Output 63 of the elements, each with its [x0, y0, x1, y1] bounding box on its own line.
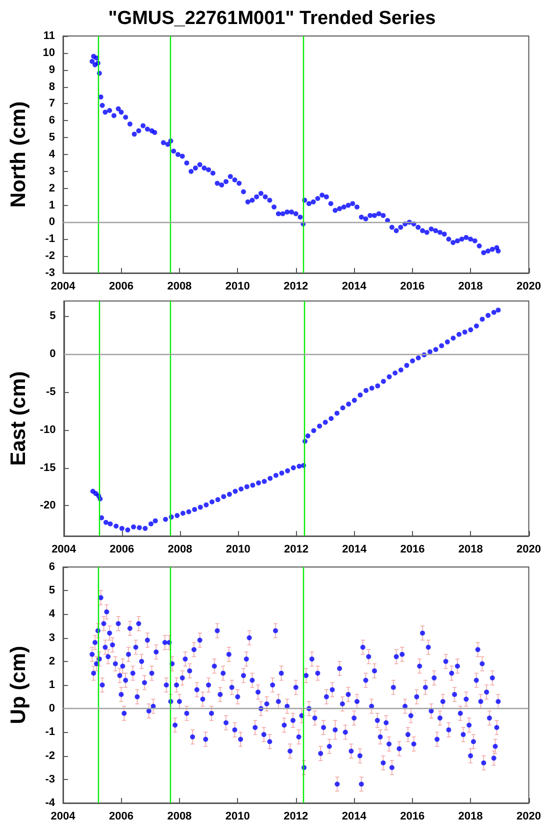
y-axis-title: North (cm)	[7, 101, 30, 208]
chart-title: "GMUS_22761M001" Trended Series	[108, 8, 436, 29]
y-tick-label: 8	[48, 80, 55, 93]
y-axis-title: Up (cm)	[7, 646, 30, 724]
y-tick-label: 5	[48, 132, 55, 144]
x-tick-label: 2020	[516, 810, 542, 822]
y-tick-label: 0	[48, 702, 55, 715]
x-tick-label: 2004	[50, 280, 76, 292]
x-tick-label: 2016	[400, 810, 425, 822]
x-tick-label: 2008	[167, 810, 192, 822]
x-tick-label: 2018	[458, 810, 483, 822]
x-tick-label: 2008	[167, 280, 192, 292]
y-tick-label: 7	[48, 98, 55, 110]
y-tick-label: 11	[43, 30, 55, 42]
x-tick-label: 2020	[516, 280, 542, 292]
x-tick-label: 2018	[458, 544, 483, 556]
x-tick-label: 2012	[284, 810, 308, 822]
y-tick-label: 6	[48, 114, 55, 127]
y-tick-label: -10	[40, 424, 56, 436]
y-tick-label: -3	[45, 773, 55, 786]
y-tick-label: 6	[48, 561, 55, 573]
y-tick-label: 4	[48, 608, 56, 620]
x-tick-label: 2006	[108, 810, 134, 822]
y-tick-label: -2	[45, 750, 55, 762]
y-tick-label: 5	[48, 584, 55, 597]
y-tick-label: -5	[46, 386, 56, 398]
x-tick-label: 2018	[458, 280, 483, 292]
x-tick-label: 2012	[284, 280, 308, 292]
y-tick-label: -20	[40, 500, 56, 512]
y-tick-label: -1	[45, 233, 55, 246]
y-tick-label: 1	[48, 199, 55, 212]
y-tick-label: -15	[40, 462, 56, 474]
y-tick-label: 4	[48, 148, 56, 160]
x-tick-label: 2016	[400, 280, 425, 292]
y-tick-label: 3	[48, 632, 55, 644]
x-tick-label: 2008	[168, 544, 192, 556]
y-tick-label: 3	[48, 165, 55, 178]
x-tick-label: 2014	[342, 810, 368, 822]
y-tick-label: 0	[48, 216, 55, 228]
y-tick-label: 9	[48, 64, 55, 76]
x-tick-label: 2014	[342, 280, 368, 292]
x-tick-label: 2004	[52, 544, 77, 556]
y-tick-label: 10	[42, 46, 55, 59]
x-tick-label: 2006	[108, 280, 134, 292]
x-tick-label: 2016	[400, 544, 425, 556]
x-tick-label: 2010	[226, 544, 250, 556]
y-axis-title: East (cm)	[7, 371, 30, 466]
y-tick-label: 0	[50, 348, 56, 360]
y-tick-label: -1	[45, 726, 55, 738]
y-tick-label: -2	[45, 250, 55, 262]
x-tick-label: 2010	[225, 810, 250, 822]
x-tick-label: 2006	[110, 544, 134, 556]
y-tick-label: 2	[48, 655, 55, 668]
x-tick-label: 2020	[516, 544, 542, 556]
y-tick-label: 2	[48, 182, 55, 194]
x-tick-label: 2010	[225, 280, 250, 292]
x-tick-label: 2014	[342, 544, 368, 556]
y-tick-label: 5	[50, 310, 56, 322]
x-tick-label: 2004	[50, 810, 76, 822]
y-tick-label: 1	[48, 679, 55, 691]
x-tick-label: 2012	[284, 544, 309, 556]
y-tick-label: -4	[45, 797, 56, 809]
y-tick-label: -3	[45, 267, 55, 279]
